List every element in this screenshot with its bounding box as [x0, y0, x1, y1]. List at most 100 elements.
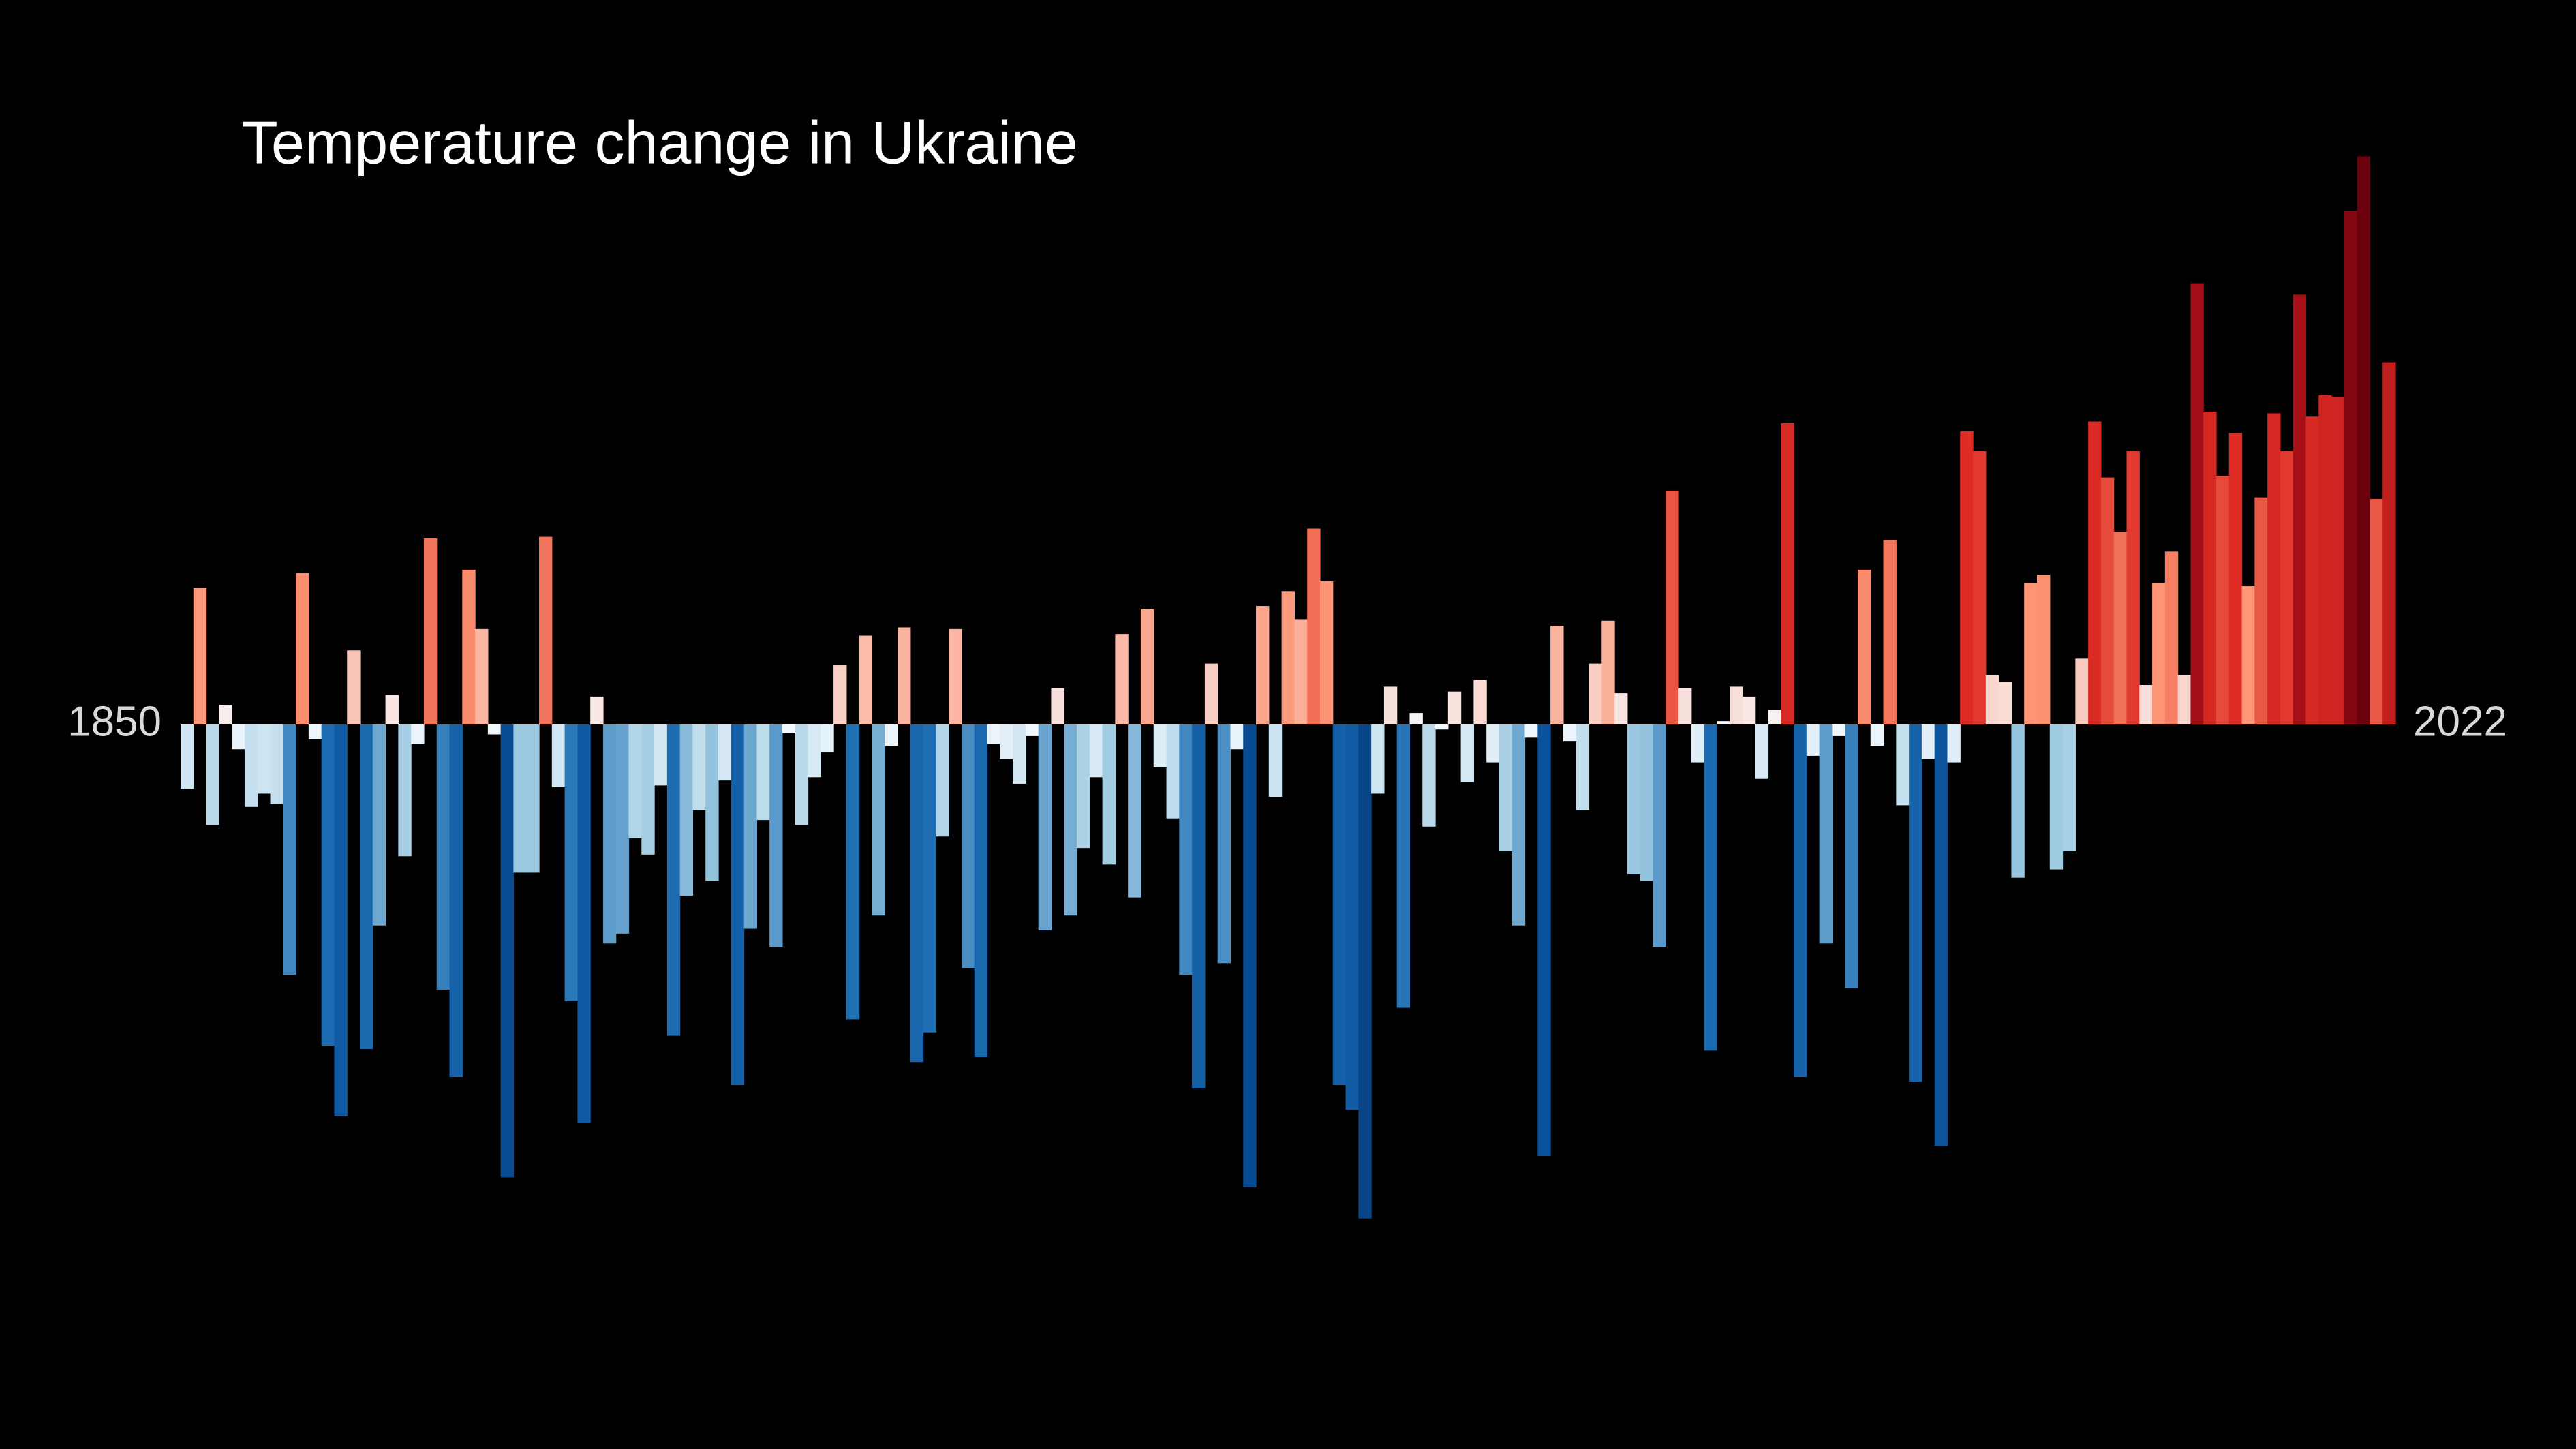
bar: [2305, 416, 2319, 724]
bar: [500, 724, 515, 1178]
bar: [1128, 724, 1141, 898]
bar: [411, 724, 425, 744]
bar: [232, 724, 245, 750]
bar: [2062, 724, 2076, 852]
bar: [590, 696, 604, 724]
bar: [1422, 724, 1436, 827]
bar: [2075, 658, 2089, 724]
bar: [1985, 675, 1999, 724]
bar: [795, 724, 809, 825]
bar: [1794, 724, 1807, 1078]
bar: [1294, 619, 1308, 724]
bar: [602, 724, 617, 944]
bar: [1115, 634, 1129, 724]
bar: [782, 724, 796, 733]
bar: [2318, 395, 2332, 724]
bar: [1281, 591, 1295, 724]
bar: [1268, 724, 1283, 797]
bar: [1550, 626, 1564, 724]
bar: [577, 724, 591, 1123]
bar: [372, 724, 386, 926]
bar: [1819, 724, 1833, 944]
bar: [2036, 575, 2051, 724]
bar: [1537, 724, 1551, 1156]
bar: [756, 724, 770, 821]
bar: [296, 573, 309, 724]
bar: [2331, 397, 2345, 724]
bar: [769, 724, 783, 947]
bar: [1396, 724, 1411, 1008]
bar: [885, 724, 898, 746]
bar: [1857, 569, 1871, 724]
bar: [743, 724, 757, 929]
bar: [487, 724, 502, 735]
bar: [385, 695, 399, 724]
bar: [308, 724, 322, 739]
bar: [2088, 421, 2102, 724]
bar: [1371, 724, 1385, 794]
bar: [1524, 724, 1538, 738]
bar: [475, 628, 489, 724]
bar: [1896, 724, 1910, 806]
bar: [334, 724, 348, 1116]
bar: [1909, 724, 1922, 1082]
bar: [551, 724, 566, 787]
bar: [2164, 551, 2179, 724]
bar: [1717, 721, 1730, 724]
bar: [1217, 724, 1231, 964]
bar: [1486, 724, 1500, 763]
bar: [1627, 724, 1641, 874]
bar: [1025, 724, 1039, 736]
bar: [1307, 528, 1321, 724]
bar: [1973, 451, 1987, 724]
bar: [2203, 411, 2217, 724]
bar: [1230, 724, 1244, 750]
bar: [2139, 685, 2153, 724]
bar: [1806, 724, 1820, 756]
bar: [257, 724, 271, 794]
bar: [1576, 724, 1590, 810]
bar: [219, 705, 232, 724]
bar: [1499, 724, 1513, 852]
bar: [1345, 724, 1359, 1110]
bar: [1435, 724, 1449, 730]
bar: [641, 724, 655, 855]
bar: [1998, 682, 2012, 724]
bar: [1460, 724, 1474, 782]
bar: [1064, 724, 1077, 916]
bar: [462, 569, 476, 724]
bar: [193, 588, 207, 724]
bar: [2024, 583, 2038, 724]
bar: [936, 724, 949, 837]
bar: [2100, 477, 2115, 724]
bar: [526, 724, 540, 873]
bar: [1089, 724, 1103, 778]
bar: [1563, 724, 1577, 742]
bar: [283, 724, 296, 975]
bar: [705, 724, 719, 881]
bar: [398, 724, 412, 857]
bar: [731, 724, 745, 1086]
bar: [2267, 413, 2281, 724]
bar: [1742, 696, 1756, 724]
bar: [898, 627, 911, 724]
bar: [181, 724, 194, 789]
bar: [1000, 724, 1013, 759]
bar: [923, 724, 936, 1033]
bar: [1781, 423, 1794, 724]
bar: [436, 724, 450, 990]
bar: [2152, 583, 2166, 724]
bar: [2126, 451, 2140, 724]
bar: [1409, 713, 1423, 724]
bar: [2370, 499, 2383, 724]
bar: [1845, 724, 1858, 988]
bar: [1768, 710, 1781, 724]
bar: [2177, 675, 2192, 724]
bar: [2113, 532, 2128, 724]
bar: [1077, 724, 1090, 849]
bar: [1319, 581, 1334, 724]
bar: [1447, 691, 1462, 724]
bar: [1038, 724, 1052, 930]
bar: [1589, 663, 1602, 724]
